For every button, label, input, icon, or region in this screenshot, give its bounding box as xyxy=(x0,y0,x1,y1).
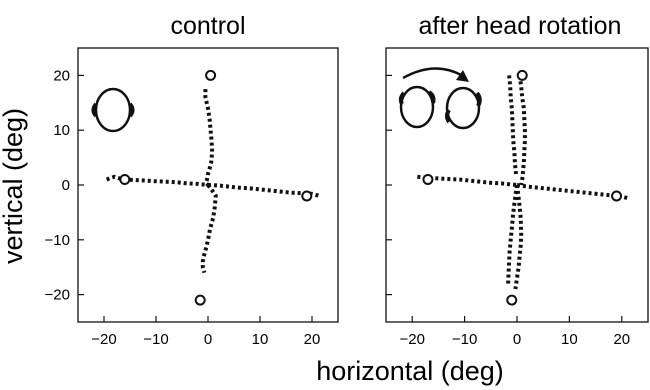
target-marker xyxy=(516,69,528,81)
rotation-arrow-icon xyxy=(402,67,469,82)
eye-trace xyxy=(105,174,209,187)
target-marker xyxy=(119,174,131,186)
target-marker xyxy=(194,294,206,306)
x-tick-label: 0 xyxy=(513,331,521,348)
plot-panel-control: −20 −10 0 10 20 20 10 0 −10 −20 xyxy=(45,47,339,348)
target-marker xyxy=(205,69,217,81)
x-tick-label: −10 xyxy=(143,331,168,348)
y-axis-label: vertical (deg) xyxy=(0,108,28,264)
eye-trace xyxy=(517,75,527,186)
x-tick-label: 0 xyxy=(204,331,212,348)
target-marker xyxy=(301,190,313,202)
x-tick-label: 20 xyxy=(304,331,321,348)
eye-trace xyxy=(203,89,215,187)
eye-trace xyxy=(207,183,321,198)
panel-title-control: control xyxy=(170,12,245,40)
target-marker xyxy=(611,190,623,202)
eye-trace xyxy=(513,184,524,290)
eye-trace xyxy=(507,75,518,175)
x-tick-label: −20 xyxy=(91,331,116,348)
x-tick-label: 10 xyxy=(561,331,578,348)
x-tick-label: 20 xyxy=(613,331,630,348)
y-tick-label: −10 xyxy=(45,232,70,249)
head-upright-icon xyxy=(91,87,135,133)
target-marker xyxy=(422,174,434,186)
panel-title-after-head-rotation: after head rotation xyxy=(419,12,622,40)
eye-trace xyxy=(506,184,519,284)
x-tick-label: −10 xyxy=(452,331,477,348)
x-tick-label: −20 xyxy=(399,331,424,348)
x-tick-label: 10 xyxy=(252,331,269,348)
y-tick-label: 10 xyxy=(53,122,70,139)
plot-panel-after-head-rotation: −20 −10 0 10 20 xyxy=(385,47,649,348)
x-axis-label: horizontal (deg) xyxy=(316,356,504,386)
eye-trace xyxy=(200,183,218,274)
y-tick-label: 20 xyxy=(53,67,70,84)
y-tick-label: −20 xyxy=(45,287,70,304)
head-rotation-icon xyxy=(398,85,482,130)
target-marker xyxy=(506,294,518,306)
y-tick-label: 0 xyxy=(62,177,70,194)
